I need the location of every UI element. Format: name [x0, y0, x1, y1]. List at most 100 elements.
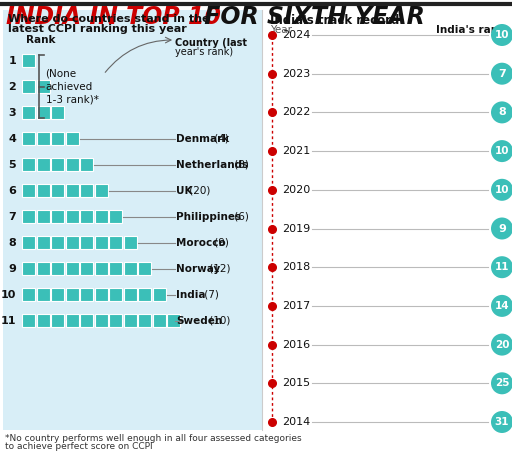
FancyBboxPatch shape — [51, 262, 64, 275]
FancyBboxPatch shape — [51, 106, 64, 119]
FancyBboxPatch shape — [36, 262, 50, 275]
Text: 14: 14 — [495, 301, 509, 311]
FancyBboxPatch shape — [123, 262, 137, 275]
FancyBboxPatch shape — [22, 210, 35, 223]
Text: 2018: 2018 — [282, 262, 310, 272]
FancyBboxPatch shape — [95, 288, 108, 301]
FancyBboxPatch shape — [36, 314, 50, 327]
FancyBboxPatch shape — [66, 132, 78, 145]
Text: 8: 8 — [8, 237, 16, 247]
Text: 2016: 2016 — [282, 339, 310, 350]
FancyBboxPatch shape — [95, 184, 108, 197]
Circle shape — [491, 63, 512, 84]
FancyBboxPatch shape — [123, 288, 137, 301]
Text: 2: 2 — [8, 82, 16, 92]
Text: 20: 20 — [495, 339, 509, 350]
Circle shape — [491, 24, 512, 46]
Text: 7: 7 — [498, 69, 506, 79]
FancyBboxPatch shape — [167, 314, 180, 327]
Text: 2015: 2015 — [282, 378, 310, 388]
Text: (9): (9) — [211, 237, 229, 247]
Text: 4: 4 — [8, 134, 16, 143]
Text: (20): (20) — [186, 185, 210, 195]
Text: Where do countries stand in the: Where do countries stand in the — [8, 14, 209, 24]
Text: (6): (6) — [231, 211, 249, 221]
Text: (4): (4) — [211, 134, 229, 143]
Circle shape — [491, 411, 512, 433]
Text: 2017: 2017 — [282, 301, 310, 311]
FancyBboxPatch shape — [95, 210, 108, 223]
FancyBboxPatch shape — [22, 236, 35, 249]
FancyBboxPatch shape — [36, 80, 50, 93]
Text: 7: 7 — [8, 211, 16, 221]
Text: India's rank: India's rank — [436, 25, 505, 35]
FancyBboxPatch shape — [22, 106, 35, 119]
FancyBboxPatch shape — [3, 10, 262, 430]
FancyBboxPatch shape — [51, 158, 64, 171]
Circle shape — [491, 295, 512, 317]
Circle shape — [491, 140, 512, 162]
Circle shape — [491, 179, 512, 201]
FancyBboxPatch shape — [36, 132, 50, 145]
FancyBboxPatch shape — [36, 184, 50, 197]
FancyBboxPatch shape — [36, 106, 50, 119]
Text: 11: 11 — [495, 262, 509, 272]
FancyBboxPatch shape — [80, 158, 93, 171]
Text: 8: 8 — [498, 108, 506, 118]
Text: 2024: 2024 — [282, 30, 310, 40]
FancyBboxPatch shape — [95, 236, 108, 249]
Text: 10: 10 — [495, 146, 509, 156]
FancyBboxPatch shape — [51, 184, 64, 197]
FancyBboxPatch shape — [80, 314, 93, 327]
FancyBboxPatch shape — [80, 262, 93, 275]
Text: Norway: Norway — [176, 263, 220, 273]
Text: 2022: 2022 — [282, 108, 310, 118]
FancyBboxPatch shape — [36, 158, 50, 171]
Text: 6: 6 — [8, 185, 16, 195]
FancyBboxPatch shape — [22, 288, 35, 301]
FancyBboxPatch shape — [80, 184, 93, 197]
Text: 10: 10 — [495, 30, 509, 40]
FancyBboxPatch shape — [153, 314, 165, 327]
Text: 25: 25 — [495, 378, 509, 388]
FancyBboxPatch shape — [123, 236, 137, 249]
FancyBboxPatch shape — [22, 158, 35, 171]
FancyBboxPatch shape — [22, 184, 35, 197]
FancyBboxPatch shape — [66, 210, 78, 223]
FancyBboxPatch shape — [66, 314, 78, 327]
FancyBboxPatch shape — [138, 262, 151, 275]
FancyBboxPatch shape — [138, 288, 151, 301]
Text: 10: 10 — [495, 185, 509, 195]
Text: 2019: 2019 — [282, 224, 310, 234]
Text: latest CCPI ranking this year: latest CCPI ranking this year — [8, 24, 187, 34]
Text: 5: 5 — [8, 160, 16, 169]
Text: year's rank): year's rank) — [175, 47, 233, 57]
FancyBboxPatch shape — [109, 314, 122, 327]
Text: 31: 31 — [495, 417, 509, 427]
FancyBboxPatch shape — [109, 236, 122, 249]
FancyBboxPatch shape — [22, 132, 35, 145]
FancyBboxPatch shape — [36, 236, 50, 249]
FancyBboxPatch shape — [109, 288, 122, 301]
FancyBboxPatch shape — [138, 314, 151, 327]
Text: Netherlands: Netherlands — [176, 160, 248, 169]
Text: 2021: 2021 — [282, 146, 310, 156]
FancyBboxPatch shape — [123, 314, 137, 327]
FancyBboxPatch shape — [66, 262, 78, 275]
Text: (8): (8) — [231, 160, 249, 169]
FancyBboxPatch shape — [22, 54, 35, 67]
Text: Denmark: Denmark — [176, 134, 229, 143]
FancyBboxPatch shape — [36, 288, 50, 301]
Text: 11: 11 — [1, 315, 16, 326]
Text: 9: 9 — [498, 224, 506, 234]
FancyBboxPatch shape — [51, 210, 64, 223]
FancyBboxPatch shape — [80, 288, 93, 301]
FancyBboxPatch shape — [66, 184, 78, 197]
Text: Philippines: Philippines — [176, 211, 241, 221]
FancyBboxPatch shape — [51, 132, 64, 145]
FancyBboxPatch shape — [66, 158, 78, 171]
FancyBboxPatch shape — [22, 262, 35, 275]
FancyBboxPatch shape — [109, 262, 122, 275]
FancyBboxPatch shape — [80, 236, 93, 249]
FancyBboxPatch shape — [153, 288, 165, 301]
